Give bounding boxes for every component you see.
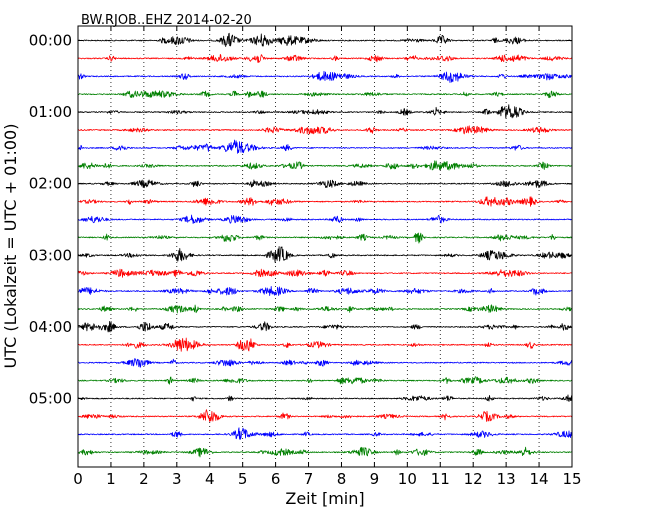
- x-tick-label: 11: [431, 470, 450, 488]
- x-tick-label: 14: [530, 470, 549, 488]
- trace-03:00: [77, 246, 573, 263]
- trace-03:30: [77, 285, 573, 297]
- x-tick-label: 8: [337, 470, 347, 488]
- trace-01:45: [77, 160, 573, 171]
- y-tick-label: 04:00: [29, 318, 72, 336]
- seismic-traces: [77, 32, 573, 458]
- trace-05:00: [77, 394, 573, 402]
- x-tick-label: 13: [497, 470, 516, 488]
- trace-05:30: [77, 427, 573, 440]
- trace-01:15: [77, 125, 573, 135]
- trace-00:15: [77, 53, 573, 63]
- y-axis: 00:00 01:00 02:00 03:00 04:00 05:00: [29, 32, 572, 408]
- x-tick-label: 10: [398, 470, 417, 488]
- x-axis: 0 1 2 3 4 5 6 7 8 9 10 11 12 13 14 15: [73, 26, 582, 488]
- x-axis-label: Zeit [min]: [285, 489, 364, 508]
- chart-title: BW.RJOB..EHZ 2014-02-20: [81, 13, 252, 28]
- trace-02:45: [77, 232, 573, 244]
- trace-03:15: [77, 268, 573, 278]
- y-axis-label: UTC (Lokalzeit = UTC + 01:00): [1, 124, 20, 369]
- trace-03:45: [77, 304, 573, 314]
- x-tick-label: 15: [562, 470, 581, 488]
- trace-02:00: [77, 179, 573, 189]
- trace-05:15: [77, 409, 573, 422]
- x-tick-label: 9: [370, 470, 380, 488]
- trace-04:45: [77, 376, 573, 385]
- trace-04:30: [77, 358, 573, 368]
- y-tick-label: 01:00: [29, 103, 72, 121]
- x-tick-label: 12: [464, 470, 483, 488]
- y-tick-label: 02:00: [29, 175, 72, 193]
- plot-frame: [77, 25, 573, 468]
- x-tick-label: 6: [271, 470, 281, 488]
- trace-04:00: [77, 321, 573, 333]
- x-tick-label: 4: [205, 470, 215, 488]
- x-tick-label: 7: [304, 470, 314, 488]
- x-tick-label: 3: [172, 470, 182, 488]
- x-tick-label: 2: [139, 470, 149, 488]
- y-tick-label: 03:00: [29, 246, 72, 264]
- trace-04:15: [77, 337, 573, 352]
- trace-01:00: [77, 104, 573, 119]
- trace-00:00: [77, 32, 573, 47]
- trace-01:30: [77, 139, 573, 154]
- y-tick-label: 05:00: [29, 390, 72, 408]
- trace-00:45: [77, 90, 573, 99]
- trace-00:30: [77, 70, 573, 84]
- grid-lines: [110, 26, 540, 467]
- trace-02:30: [77, 214, 573, 224]
- y-tick-label: 00:00: [29, 32, 72, 50]
- x-tick-label: 1: [106, 470, 116, 488]
- trace-02:15: [77, 196, 573, 207]
- x-tick-label: 5: [238, 470, 248, 488]
- x-tick-label: 0: [73, 470, 83, 488]
- trace-05:45: [77, 446, 573, 458]
